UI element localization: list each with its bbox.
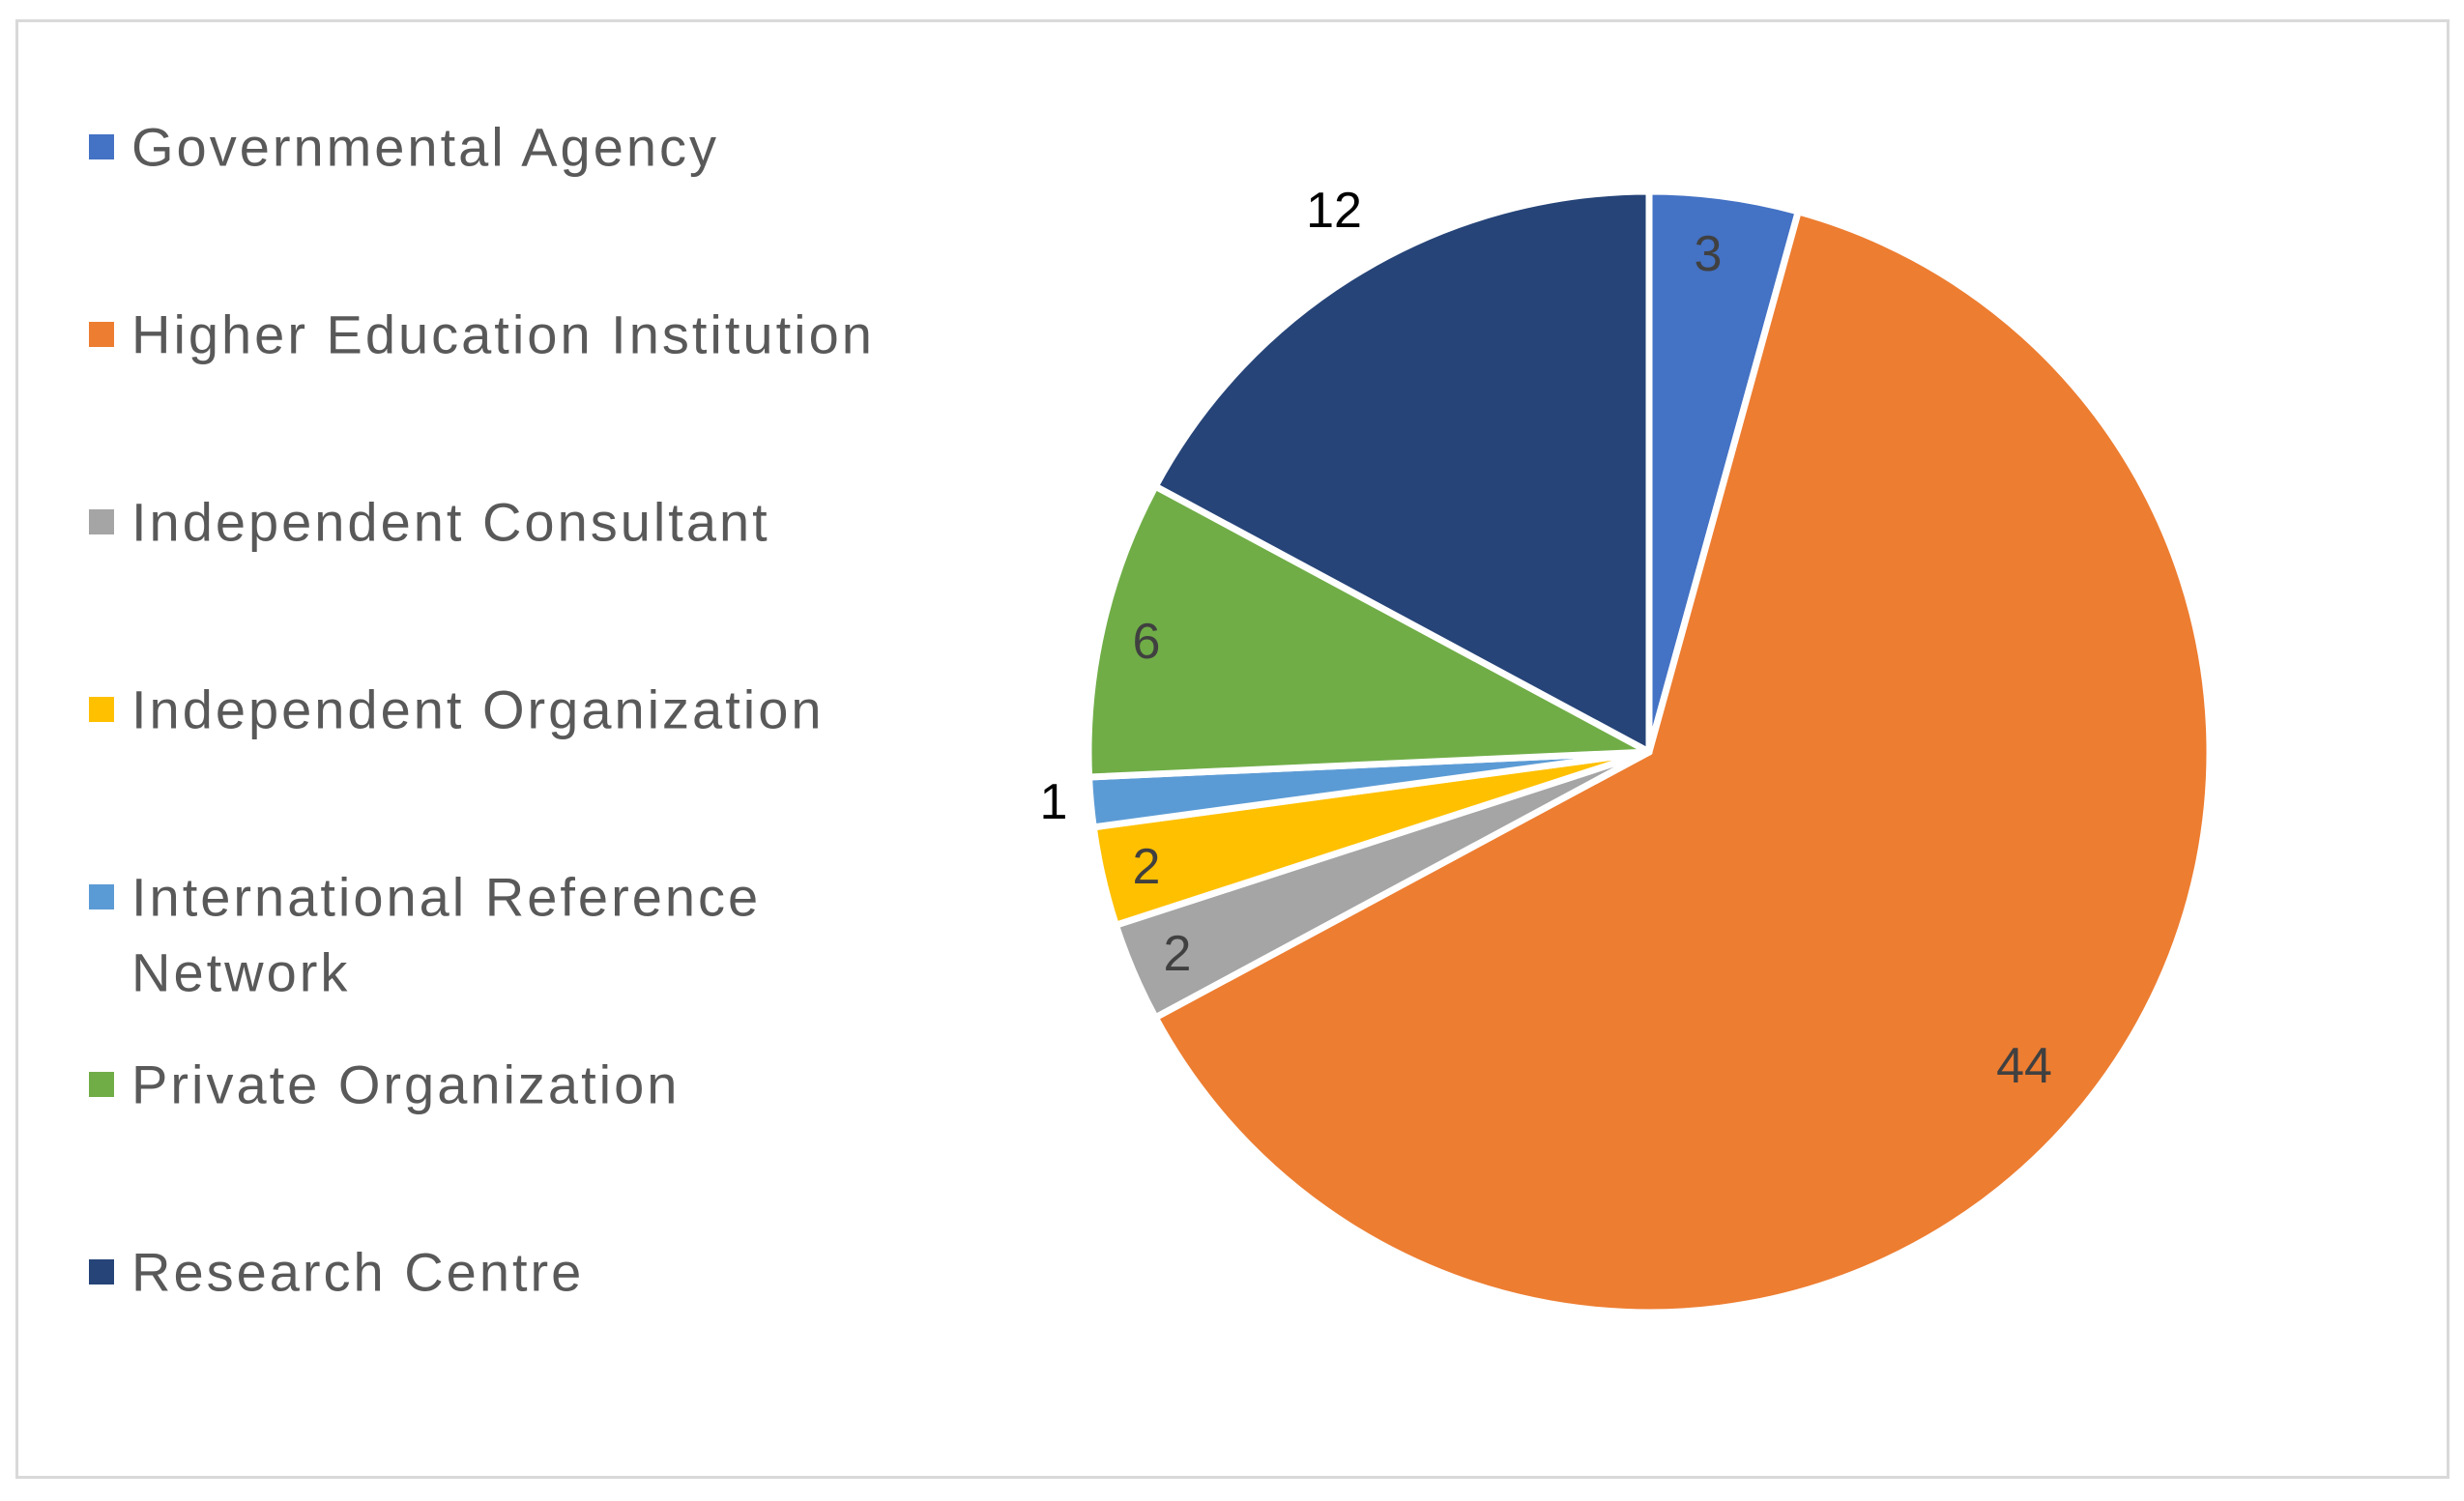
legend-swatch-research-centre (89, 1259, 114, 1285)
pie-slice-private-organization (1085, 482, 1653, 781)
data-label-private-organization: 6 (1133, 614, 1161, 670)
legend-swatch-governmental-agency (89, 134, 114, 159)
legend-item-higher-education-institution: Higher Education Institution (89, 304, 875, 365)
data-label-independent-organization: 2 (1133, 839, 1161, 895)
legend-swatch-private-organization (89, 1072, 114, 1097)
legend-swatch-higher-education-institution (89, 322, 114, 347)
data-label-international-reference-network: 1 (1040, 774, 1068, 830)
legend: Governmental Agency Higher Education Inst… (89, 117, 875, 1303)
legend-swatch-independent-organization (89, 697, 114, 722)
data-label-independent-consultant: 2 (1164, 926, 1192, 982)
legend-label-private-organization: Private Organization (131, 1054, 680, 1115)
legend-item-independent-organization: Independent Organization (89, 679, 825, 740)
legend-item-private-organization: Private Organization (89, 1054, 680, 1115)
legend-label-higher-education-institution: Higher Education Institution (131, 304, 875, 365)
data-label-higher-education-institution: 44 (1996, 1038, 2052, 1094)
legend-item-independent-consultant: Independent Consultant (89, 492, 770, 553)
legend-item-governmental-agency: Governmental Agency (89, 117, 719, 178)
legend-label-international-reference-network: International Reference (131, 867, 761, 928)
data-label-research-centre: 12 (1306, 183, 1362, 239)
data-label-governmental-agency: 3 (1695, 226, 1723, 282)
pie-slice-higher-education-institution (1151, 208, 2214, 1316)
pie-slice-research-centre (1151, 188, 1653, 756)
legend-item-international-reference-network: International Reference Network (89, 867, 761, 1003)
data-labels: 3 44 22 1 6 12 (1040, 183, 2052, 1094)
legend-swatch-international-reference-network (89, 884, 114, 909)
pie-slices (1085, 188, 2214, 1316)
legend-item-research-centre: Research Centre (89, 1242, 584, 1303)
legend-label-governmental-agency: Governmental Agency (131, 117, 719, 178)
legend-label-independent-organization: Independent Organization (131, 679, 825, 740)
legend-label-international-reference-network-line-2: Network (131, 942, 350, 1003)
legend-swatch-independent-consultant (89, 509, 114, 534)
legend-label-research-centre: Research Centre (131, 1242, 584, 1303)
legend-label-independent-consultant: Independent Consultant (131, 492, 770, 553)
